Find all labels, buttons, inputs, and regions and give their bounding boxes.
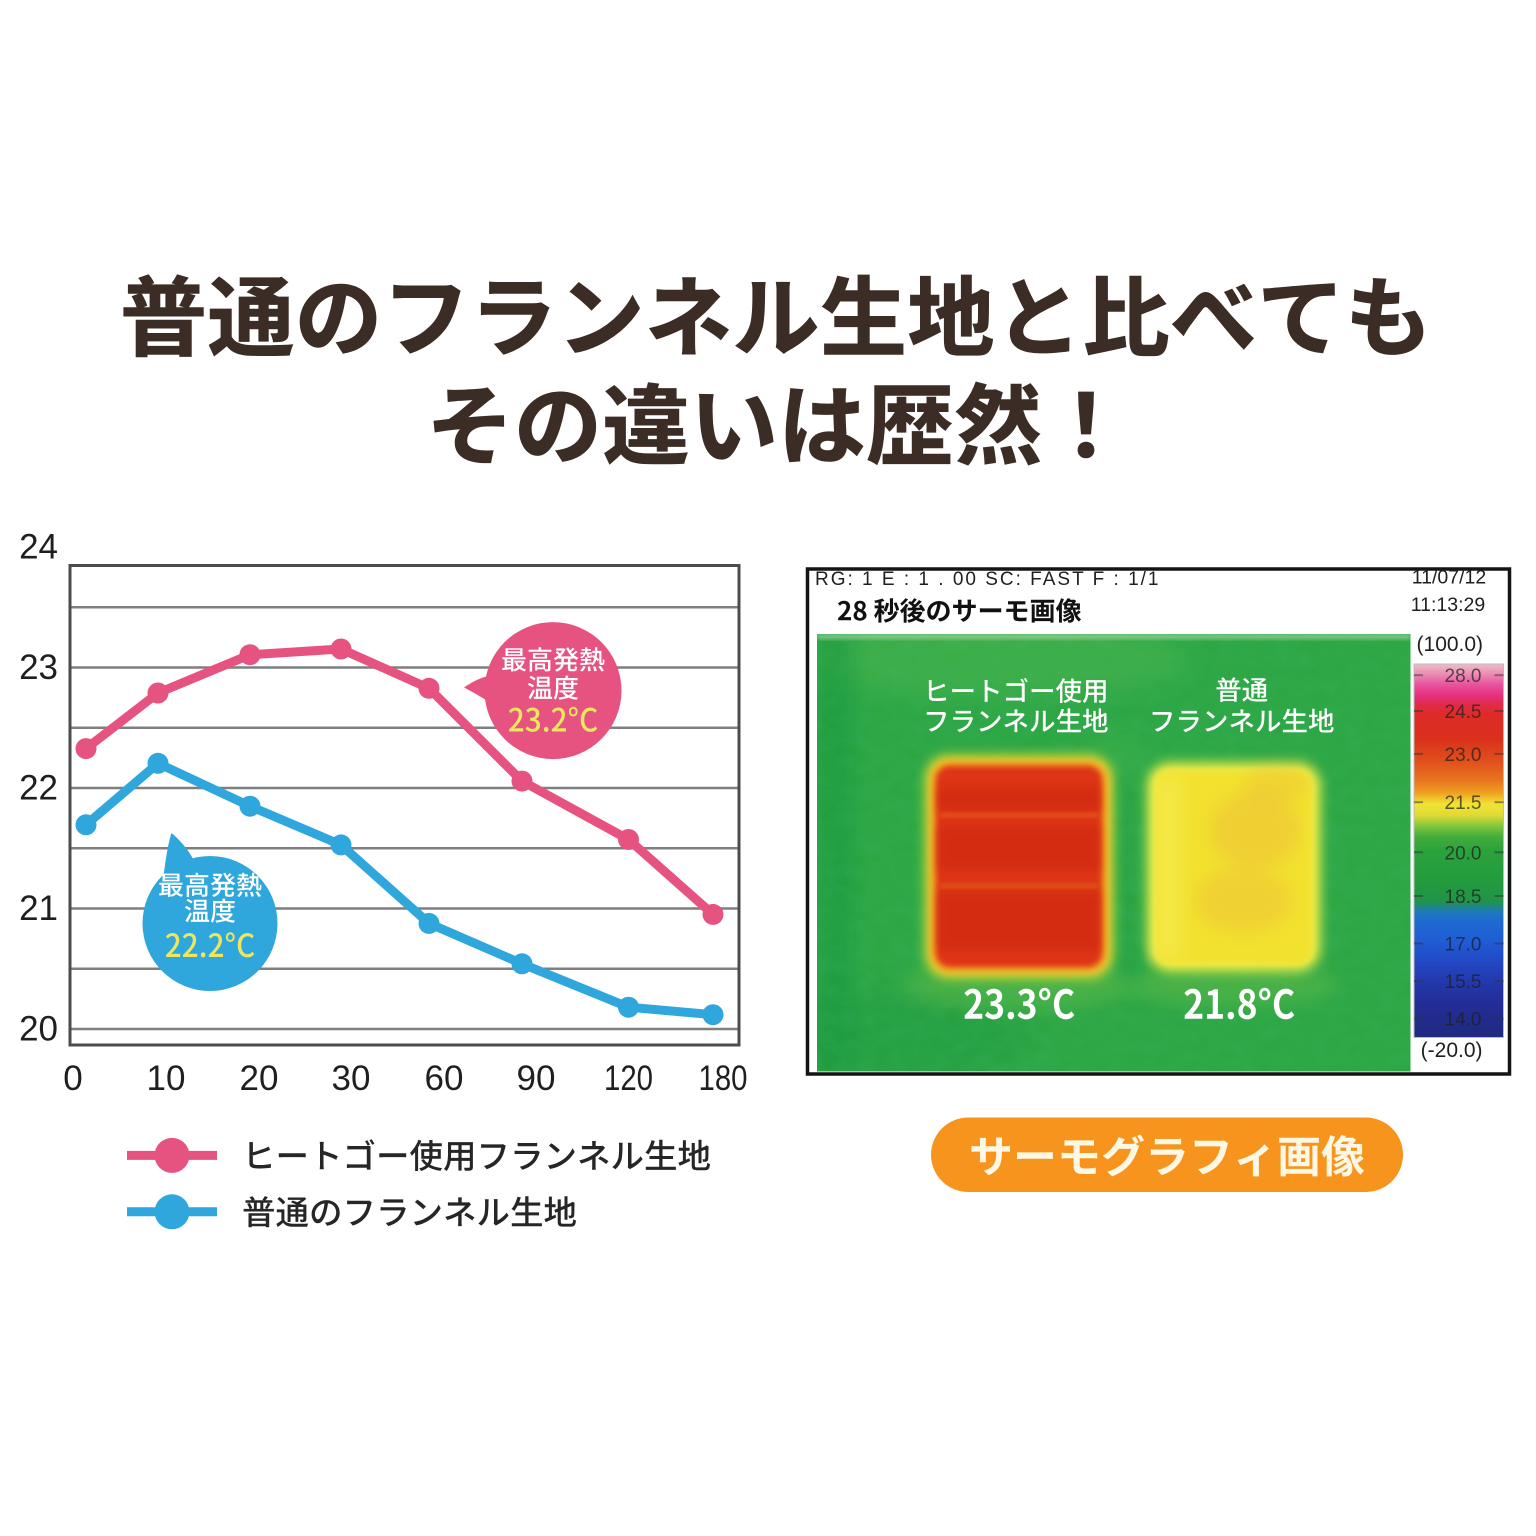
svg-text:21.5: 21.5 <box>1445 793 1482 814</box>
svg-text:90: 90 <box>517 1059 556 1098</box>
svg-text:(100.0): (100.0) <box>1417 633 1484 656</box>
svg-text:24: 24 <box>19 528 58 567</box>
svg-text:28.0: 28.0 <box>1445 666 1482 687</box>
svg-text:23: 23 <box>19 648 58 687</box>
svg-text:20: 20 <box>240 1059 279 1098</box>
svg-text:11:13:29: 11:13:29 <box>1411 594 1485 616</box>
svg-text:18.5: 18.5 <box>1445 887 1482 908</box>
svg-text:23.0: 23.0 <box>1445 745 1482 766</box>
svg-text:17.0: 17.0 <box>1445 935 1482 956</box>
svg-text:0: 0 <box>63 1059 82 1098</box>
svg-text:RG: 1 E : 1 . 00 SC: FA: RG: 1 E : 1 . 00 SC: FAST F : 1/1 <box>815 569 1160 590</box>
svg-text:60: 60 <box>425 1059 464 1098</box>
svg-text:10: 10 <box>147 1059 186 1098</box>
svg-text:21: 21 <box>19 889 58 928</box>
svg-text:20.0: 20.0 <box>1445 843 1482 864</box>
svg-text:180: 180 <box>699 1059 748 1098</box>
svg-text:30: 30 <box>332 1059 371 1098</box>
svg-text:22: 22 <box>19 769 58 808</box>
svg-text:11/07/12: 11/07/12 <box>1412 567 1486 589</box>
svg-text:24.5: 24.5 <box>1445 702 1482 723</box>
svg-text:15.5: 15.5 <box>1445 972 1482 993</box>
svg-text:(-20.0): (-20.0) <box>1421 1039 1483 1062</box>
svg-text:14.0: 14.0 <box>1445 1010 1482 1031</box>
svg-text:120: 120 <box>604 1059 653 1098</box>
svg-text:20: 20 <box>19 1010 58 1049</box>
